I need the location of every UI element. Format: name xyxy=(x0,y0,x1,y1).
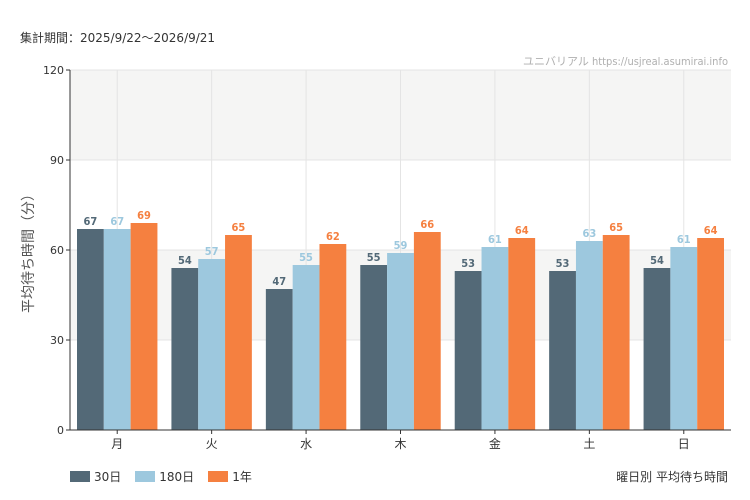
x-tick-label: 木 xyxy=(394,437,406,451)
bar-180d xyxy=(387,253,414,430)
bar-30d xyxy=(360,265,388,430)
chart-subtitle: 曜日別 平均待ち時間 xyxy=(616,470,728,484)
data-label-1y: 65 xyxy=(232,221,246,234)
bar-1y xyxy=(508,238,536,430)
bar-30d xyxy=(549,271,576,430)
data-label-180d: 67 xyxy=(110,215,124,228)
y-tick-label: 120 xyxy=(43,64,64,77)
data-label-1y: 64 xyxy=(515,224,529,237)
bar-1y xyxy=(319,244,347,430)
legend-swatch-1y xyxy=(208,471,229,482)
data-label-1y: 65 xyxy=(609,221,623,234)
bar-1y xyxy=(225,235,252,430)
data-label-180d: 61 xyxy=(488,233,502,246)
x-tick-label: 水 xyxy=(300,437,312,451)
data-label-30d: 53 xyxy=(556,257,570,270)
data-label-30d: 67 xyxy=(84,215,98,228)
bar-1y xyxy=(130,223,158,430)
x-tick-label: 火 xyxy=(206,437,218,451)
y-tick-label: 30 xyxy=(50,334,64,347)
bar-1y xyxy=(413,232,441,430)
x-tick-label: 日 xyxy=(678,437,690,451)
bar-180d xyxy=(292,265,320,430)
y-tick-label: 0 xyxy=(57,424,64,437)
bar-180d xyxy=(103,229,131,430)
x-tick-label: 土 xyxy=(583,437,595,451)
data-label-180d: 61 xyxy=(677,233,691,246)
bar-180d xyxy=(198,259,226,430)
legend: 30日 180日 1年 xyxy=(70,468,252,485)
legend-item-30d[interactable]: 30日 xyxy=(70,468,121,485)
data-label-180d: 63 xyxy=(582,227,596,240)
data-label-1y: 62 xyxy=(326,230,340,243)
data-label-30d: 54 xyxy=(178,254,192,267)
y-tick-label: 60 xyxy=(50,244,64,257)
legend-label-1y: 1年 xyxy=(232,470,252,484)
period-label: 集計期間：2025/9/22〜2026/9/21 xyxy=(20,31,216,45)
legend-swatch-30d xyxy=(70,471,90,482)
bar-1y xyxy=(602,235,630,430)
bar-180d xyxy=(481,247,509,430)
data-label-180d: 59 xyxy=(394,239,408,252)
data-label-180d: 57 xyxy=(205,245,219,258)
x-tick-label: 金 xyxy=(489,436,501,451)
legend-label-30d: 30日 xyxy=(94,470,122,484)
watermark: ユニバリアル https://usjreal.asumirai.info xyxy=(522,55,728,68)
data-label-1y: 69 xyxy=(137,209,151,222)
y-axis-title: 平均待ち時間（分） xyxy=(21,187,37,313)
legend-item-1y[interactable]: 1年 xyxy=(208,468,252,485)
legend-label-180d: 180日 xyxy=(159,470,195,484)
bar-30d xyxy=(171,268,199,430)
bar-30d xyxy=(77,229,104,430)
data-label-30d: 55 xyxy=(367,251,381,264)
bar-180d xyxy=(670,247,698,430)
legend-swatch-180d xyxy=(135,471,156,482)
y-tick-label: 90 xyxy=(50,154,64,167)
data-label-30d: 54 xyxy=(650,254,664,267)
bar-30d xyxy=(265,289,293,430)
legend-item-180d[interactable]: 180日 xyxy=(135,468,194,485)
bar-1y xyxy=(697,238,724,430)
x-tick-label: 月 xyxy=(111,437,123,451)
bar-180d xyxy=(575,241,603,430)
data-label-30d: 47 xyxy=(272,275,286,288)
bar-30d xyxy=(454,271,482,430)
data-label-180d: 55 xyxy=(299,251,313,264)
data-label-1y: 66 xyxy=(420,218,434,231)
data-label-30d: 53 xyxy=(461,257,475,270)
data-label-1y: 64 xyxy=(704,224,718,237)
bar-30d xyxy=(643,268,671,430)
